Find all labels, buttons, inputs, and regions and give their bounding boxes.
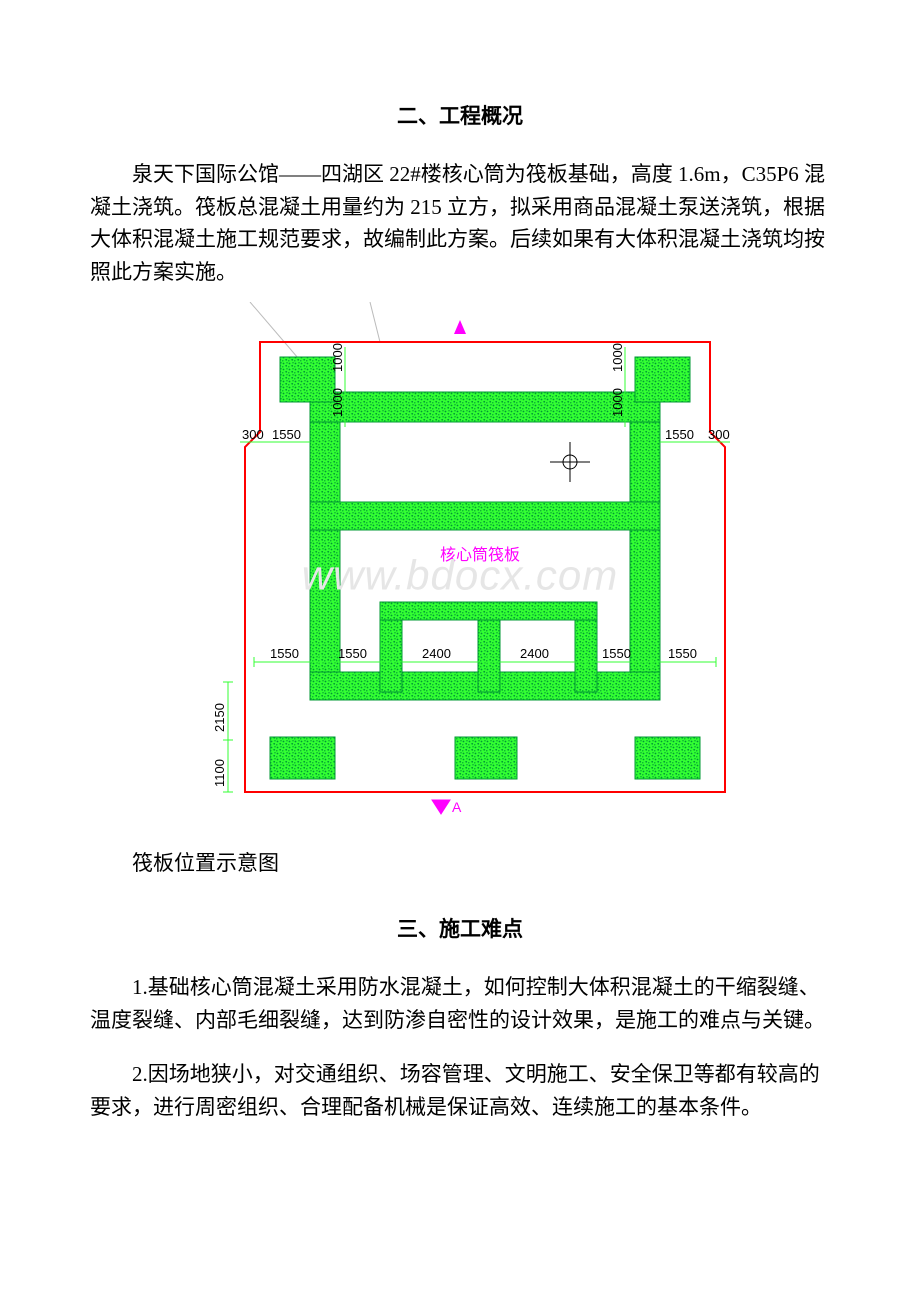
dim-mb-5: 1550 [668, 646, 697, 661]
dim-mb-2: 2400 [422, 646, 451, 661]
dim-mb-0: 1550 [270, 646, 299, 661]
diagram-caption: 筏板位置示意图 [90, 847, 830, 877]
dim-top-left-inner: 1550 [272, 427, 301, 442]
dim-tv-lb: 1000 [330, 388, 345, 417]
section-3-p2: 2.因场地狭小，对交通组织、场容管理、文明施工、安全保卫等都有较高的要求，进行周… [90, 1058, 830, 1123]
dim-mb-3: 2400 [520, 646, 549, 661]
section-3-heading: 三、施工难点 [90, 913, 830, 943]
dim-top-left-outer: 300 [242, 427, 264, 442]
dim-mb-1: 1550 [338, 646, 367, 661]
dim-lv-a: 2150 [212, 703, 227, 732]
raft-diagram: www.bdocx.com A [180, 302, 740, 827]
section-2-paragraph: 泉天下国际公馆——四湖区 22#楼核心筒为筏板基础，高度 1.6m，C35P6 … [90, 158, 830, 288]
section-2-heading: 二、工程概况 [90, 100, 830, 130]
diagram-center-label: 核心筒筏板 [440, 546, 520, 564]
dim-lv-b: 1100 [212, 759, 227, 787]
dim-tv-la: 1000 [330, 343, 345, 372]
raft-svg: A 核心筒筏板 3 [180, 302, 740, 822]
dim-mb-4: 1550 [602, 646, 631, 661]
dim-tv-ra: 1000 [610, 343, 625, 372]
svg-text:A: A [452, 799, 462, 815]
dim-top-right-inner: 1550 [665, 427, 694, 442]
dim-tv-rb: 1000 [610, 388, 625, 417]
section-3-p1: 1.基础核心筒混凝土采用防水混凝土，如何控制大体积混凝土的干缩裂缝、温度裂缝、内… [90, 971, 830, 1036]
dim-top-right-outer: 300 [708, 427, 730, 442]
